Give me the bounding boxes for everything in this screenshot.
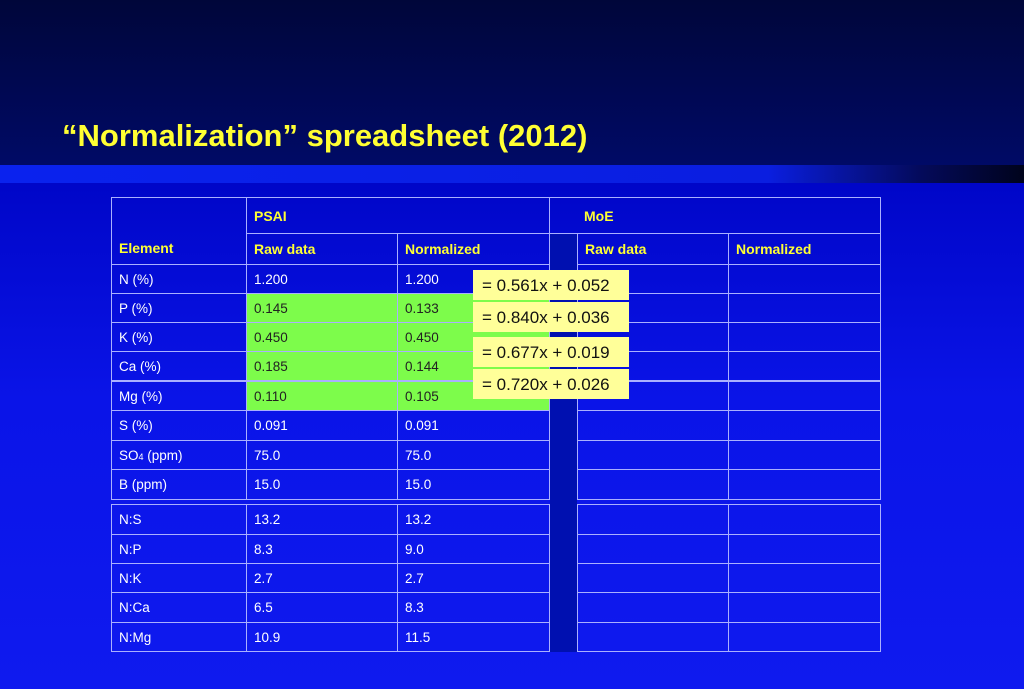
slide-title: “Normalization” spreadsheet (2012) [62, 118, 588, 153]
moe-normalized-cell [728, 622, 881, 652]
table-row-raw: 0.185 [246, 351, 398, 381]
ratio-row-normalized: 8.3 [397, 592, 550, 623]
ratio-row-element: N:S [111, 504, 247, 535]
table-row-raw: 0.091 [246, 410, 398, 441]
element-col-header: Element [111, 233, 247, 265]
ratio-row-normalized: 2.7 [397, 563, 550, 593]
regression-equation-box: = 0.720x + 0.026 [473, 369, 629, 399]
ratio-row-element: N:Ca [111, 592, 247, 623]
moe-normalized-cell [728, 592, 881, 623]
table-row-element: Mg (%) [111, 381, 247, 411]
moe-normalized-cell [728, 351, 881, 381]
ratio-row-raw: 13.2 [246, 504, 398, 535]
moe-raw-cell [577, 592, 729, 623]
so4-subscript: 4 [138, 452, 144, 462]
table-row-normalized: 0.091 [397, 410, 550, 441]
so4-unit: (ppm) [143, 448, 183, 463]
moe-normalized-cell [728, 293, 881, 323]
so4-main: SO [119, 448, 139, 463]
moe-raw-cell [577, 622, 729, 652]
moe-raw-cell [577, 440, 729, 470]
table-row-element: K (%) [111, 322, 247, 352]
regression-equation-box: = 0.840x + 0.036 [473, 302, 629, 332]
psai-raw-col-header: Raw data [246, 233, 398, 265]
ratio-row-raw: 10.9 [246, 622, 398, 652]
moe-raw-cell [577, 410, 729, 441]
psai-normalized-col-header: Normalized [397, 233, 550, 265]
table-row-raw: 0.450 [246, 322, 398, 352]
ratio-row-normalized: 13.2 [397, 504, 550, 535]
table-row-normalized: 75.0 [397, 440, 550, 470]
ratio-row-raw: 8.3 [246, 534, 398, 564]
ratio-row-element: N:K [111, 563, 247, 593]
moe-raw-cell [577, 469, 729, 500]
table-row-raw: 15.0 [246, 469, 398, 500]
table-row-raw: 0.110 [246, 381, 398, 411]
ratio-row-raw: 2.7 [246, 563, 398, 593]
table-row-element: SO4 (ppm) [111, 440, 247, 470]
table-row-element: Ca (%) [111, 351, 247, 381]
moe-normalized-cell [728, 264, 881, 294]
table-row-normalized: 15.0 [397, 469, 550, 500]
title-divider-band [0, 165, 1024, 183]
table-row-element: N (%) [111, 264, 247, 294]
regression-equation-box: = 0.561x + 0.052 [473, 270, 629, 300]
ratio-row-normalized: 11.5 [397, 622, 550, 652]
ratio-row-normalized: 9.0 [397, 534, 550, 564]
moe-normalized-cell [728, 410, 881, 441]
regression-equation-box: = 0.677x + 0.019 [473, 337, 629, 367]
moe-normalized-cell [728, 504, 881, 535]
moe-raw-col-header: Raw data [577, 233, 729, 265]
moe-raw-cell [577, 504, 729, 535]
moe-raw-cell [577, 534, 729, 564]
moe-raw-cell [577, 563, 729, 593]
moe-normalized-cell [728, 534, 881, 564]
table-row-element: S (%) [111, 410, 247, 441]
ratio-row-element: N:Mg [111, 622, 247, 652]
moe-normalized-cell [728, 381, 881, 411]
moe-normalized-cell [728, 440, 881, 470]
table-row-raw: 0.145 [246, 293, 398, 323]
ratio-row-element: N:P [111, 534, 247, 564]
moe-normalized-cell [728, 322, 881, 352]
ratio-row-raw: 6.5 [246, 592, 398, 623]
moe-group-header: MoE [549, 197, 881, 234]
psai-group-header: PSAI [246, 197, 550, 234]
moe-normalized-cell [728, 469, 881, 500]
moe-normalized-col-header: Normalized [728, 233, 881, 265]
moe-normalized-cell [728, 563, 881, 593]
table-row-element: B (ppm) [111, 469, 247, 500]
table-row-raw: 75.0 [246, 440, 398, 470]
table-row-element: P (%) [111, 293, 247, 323]
table-row-raw: 1.200 [246, 264, 398, 294]
